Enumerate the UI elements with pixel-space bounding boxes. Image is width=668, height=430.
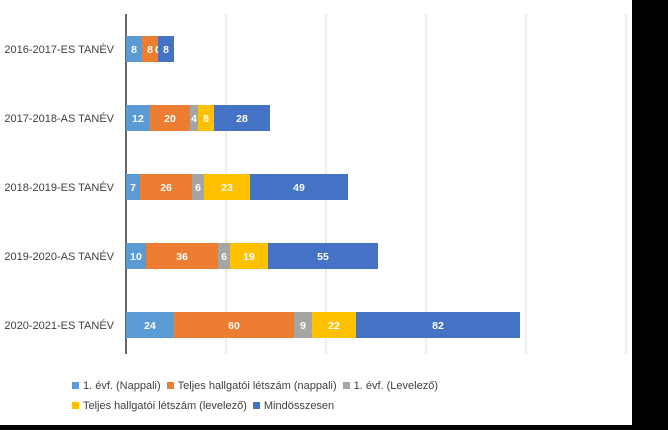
data-label: 24 bbox=[144, 320, 156, 332]
chart-legend: 1. évf. (Nappali) Teljes hallgatói létszá… bbox=[66, 373, 598, 419]
legend-swatch bbox=[252, 402, 260, 409]
data-label: 60 bbox=[228, 320, 240, 332]
bar-segment bbox=[190, 105, 198, 131]
data-label: 28 bbox=[236, 113, 248, 125]
data-label: 19 bbox=[243, 251, 255, 263]
legend-swatch bbox=[166, 382, 174, 389]
bar-segment bbox=[294, 312, 312, 338]
legend-label: Mindösszesen bbox=[263, 400, 335, 412]
y-tick-label: 2017-2018-AS TANÉV bbox=[4, 112, 114, 125]
data-label: 49 bbox=[293, 182, 305, 194]
legend-item: Teljes hallgatói létszám (levelező) bbox=[72, 396, 247, 416]
data-label: 10 bbox=[130, 251, 142, 263]
y-tick-label: 2020-2021-ES TANÉV bbox=[4, 319, 114, 332]
bar-segment bbox=[218, 243, 230, 269]
y-tick-label: 2016-2017-ES TANÉV bbox=[4, 43, 114, 56]
bar-segment bbox=[250, 174, 348, 200]
data-label: 55 bbox=[317, 251, 329, 263]
bar-segment bbox=[268, 243, 378, 269]
legend-item: Mindösszesen bbox=[252, 396, 335, 416]
data-label: 82 bbox=[432, 320, 444, 332]
data-label: 8 bbox=[147, 44, 153, 56]
bar-segment bbox=[126, 174, 140, 200]
data-label: 4 bbox=[191, 113, 197, 125]
legend-item: 1. évf. (Levelező) bbox=[342, 376, 438, 396]
bar-segment bbox=[312, 312, 356, 338]
legend-item: Teljes hallgatói létszám (nappali) bbox=[166, 376, 337, 396]
data-label: 20 bbox=[164, 113, 176, 125]
legend-swatch bbox=[342, 382, 350, 389]
bar-segment bbox=[142, 36, 158, 62]
data-label: 8 bbox=[203, 113, 209, 125]
data-label: 6 bbox=[221, 251, 227, 263]
y-tick-label: 2019-2020-AS TANÉV bbox=[4, 250, 114, 263]
data-label: 8 bbox=[163, 44, 169, 56]
bar-segment bbox=[150, 105, 190, 131]
bar-segment bbox=[140, 174, 192, 200]
data-label: 7 bbox=[130, 182, 136, 194]
bar-segment bbox=[192, 174, 204, 200]
y-tick-label: 2018-2019-ES TANÉV bbox=[4, 181, 114, 194]
data-label: 26 bbox=[160, 182, 172, 194]
bar-segment bbox=[174, 312, 294, 338]
data-label: 22 bbox=[328, 320, 340, 332]
data-label: 36 bbox=[176, 251, 188, 263]
legend-label: 1. évf. (Levelező) bbox=[353, 380, 438, 392]
bar-segment bbox=[230, 243, 268, 269]
bar-segment bbox=[204, 174, 250, 200]
bar-segment bbox=[158, 36, 174, 62]
bar-segment bbox=[126, 105, 150, 131]
bar-segment bbox=[126, 36, 142, 62]
bar-segment bbox=[214, 105, 270, 131]
legend-label: Teljes hallgatói létszám (levelező) bbox=[83, 400, 247, 412]
legend-item: 1. évf. (Nappali) bbox=[72, 376, 161, 396]
data-label: 23 bbox=[221, 182, 233, 194]
data-label: 8 bbox=[131, 44, 137, 56]
legend-label: Teljes hallgatói létszám (nappali) bbox=[177, 380, 337, 392]
bar-segment bbox=[126, 312, 174, 338]
bar-segment bbox=[356, 312, 520, 338]
bar-segment bbox=[198, 105, 214, 131]
data-label: 9 bbox=[300, 320, 306, 332]
legend-swatch bbox=[72, 402, 79, 409]
legend-swatch bbox=[72, 382, 79, 389]
chart-background bbox=[0, 0, 632, 425]
data-label: 6 bbox=[195, 182, 201, 194]
bar-segment bbox=[146, 243, 218, 269]
legend-label: 1. évf. (Nappali) bbox=[83, 380, 161, 392]
bar-segment bbox=[126, 243, 146, 269]
data-label: 12 bbox=[132, 113, 144, 125]
